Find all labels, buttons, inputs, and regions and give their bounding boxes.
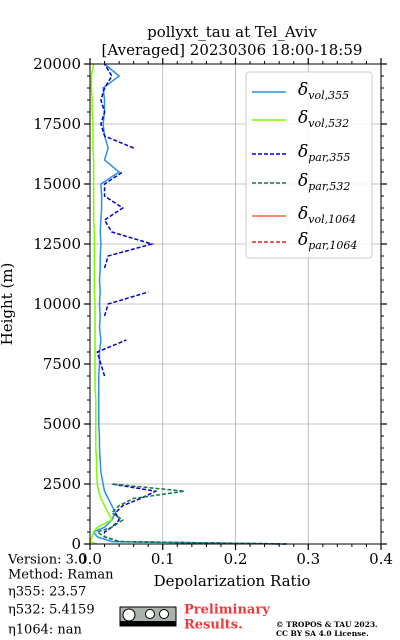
x-tick-label: 0.0 (78, 550, 102, 568)
legend-label: δvol,532 (298, 108, 349, 131)
profile-line (96, 63, 287, 545)
y-tick-label: 15000 (33, 175, 81, 193)
info-text: Version: 3.0 (7, 553, 86, 568)
x-tick-label: 0.3 (296, 550, 320, 568)
legend-label: δvol,355 (298, 80, 349, 103)
y-tick-label: 20000 (33, 55, 81, 73)
copyright-text: © TROPOS & TAU 2023. (276, 620, 378, 629)
y-tick-label: 2500 (43, 475, 81, 493)
chart-title: pollyxt_tau at Tel_Aviv (147, 23, 317, 41)
watermark-text: Results. (184, 618, 243, 633)
cc-badge (119, 606, 177, 627)
profile-line (92, 63, 280, 545)
chart-subtitle: [Averaged] 20230306 18:00-18:59 (102, 41, 363, 59)
y-tick-label: 5000 (43, 415, 81, 433)
profile-line (95, 483, 287, 545)
legend-label: δpar,532 (298, 171, 350, 194)
plot-frame (89, 63, 382, 545)
legend-label: δvol,1064 (298, 204, 356, 227)
legend: δvol,355 δvol,532 δpar,355 δpar,532 δvol,106… (245, 71, 373, 259)
x-tick-label: 0.4 (369, 550, 393, 568)
y-tick-label: 0 (71, 535, 81, 553)
legend-label: δpar,1064 (298, 230, 357, 253)
info-text: η532: 5.4159 (8, 603, 95, 618)
copyright-text: CC BY SA 4.0 License. (276, 629, 369, 638)
watermark-text: Preliminary (184, 603, 270, 618)
x-axis-label: Depolarization Ratio (154, 572, 311, 590)
legend-label: δpar,355 (298, 142, 350, 165)
x-tick-label: 0.1 (151, 550, 175, 568)
y-tick-label: 17500 (33, 115, 81, 133)
legend-box (245, 71, 373, 259)
info-text: η355: 23.57 (8, 585, 86, 600)
y-tick-label: 12500 (33, 235, 81, 253)
profile-line (88, 63, 113, 545)
info-text: η1064: nan (8, 623, 83, 638)
y-tick-label: 10000 (33, 295, 81, 313)
y-axis-label: Height (m) (0, 263, 16, 346)
y-tick-label: 7500 (43, 355, 81, 373)
info-text: Method: Raman (8, 568, 114, 583)
x-tick-label: 0.2 (224, 550, 248, 568)
